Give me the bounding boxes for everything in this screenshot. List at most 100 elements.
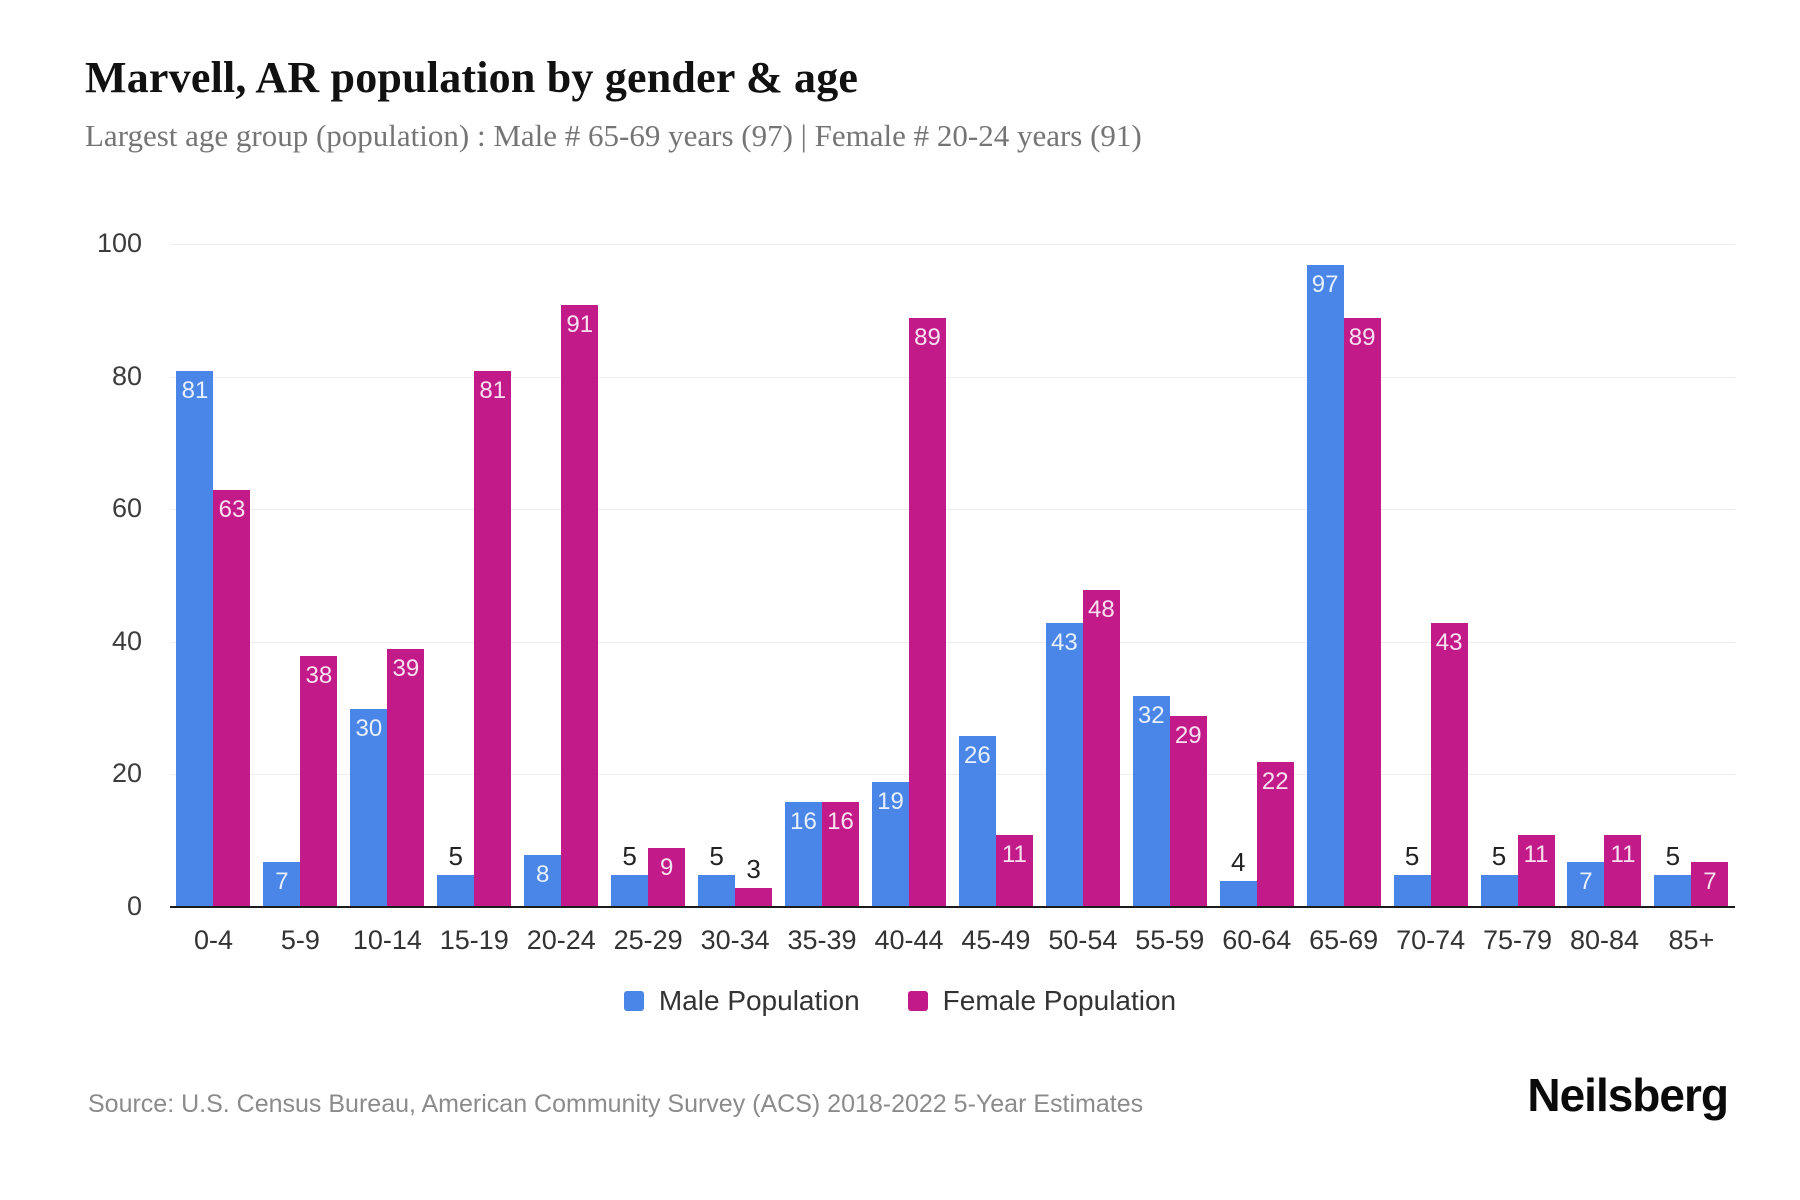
bar-group: 81 63 0-4 [170, 245, 257, 955]
bar-group: 5 11 75-79 [1474, 245, 1561, 955]
gridline: 100 [97, 228, 1735, 258]
bar-group: 30 39 10-14 [344, 245, 431, 955]
gridline: 40 [112, 626, 1735, 656]
male-bar[interactable]: 16 [785, 801, 823, 908]
x-tick-label: 5-9 [280, 925, 320, 955]
x-tick-label: 80-84 [1569, 925, 1639, 955]
source-text: Source: U.S. Census Bureau, American Com… [88, 1090, 1144, 1118]
gridline: 80 [112, 361, 1735, 391]
bar-value-label: 91 [566, 310, 594, 338]
female-bar[interactable]: 39 [387, 649, 425, 908]
female-bar[interactable]: 48 [1082, 589, 1120, 908]
bar-value-label: 9 [659, 854, 674, 882]
bar-group: 5 81 15-19 [431, 245, 518, 955]
plot-area: 0 20 40 60 80 100 81 63 0-4 7 38 5-9 30 39 10-14 5 81 15-… [97, 228, 1735, 955]
female-bar[interactable]: 16 [822, 801, 860, 908]
bar-group: 7 11 80-84 [1561, 245, 1648, 955]
male-bar[interactable]: 8 [524, 854, 562, 908]
female-bar[interactable]: 3 [735, 854, 773, 908]
male-bar[interactable]: 81 [176, 370, 214, 908]
female-bar[interactable]: 7 [1691, 861, 1729, 908]
male-bar[interactable]: 43 [1045, 622, 1083, 908]
bar-group: 5 9 25-29 [605, 245, 692, 955]
bar-value-label: 63 [218, 496, 246, 524]
male-bar[interactable]: 19 [871, 782, 909, 908]
x-tick-label: 70-74 [1396, 925, 1466, 955]
bar-value-label: 81 [479, 376, 507, 404]
x-tick-label: 25-29 [613, 925, 683, 955]
bar-value-label: 5 [1404, 840, 1420, 871]
brand-logo: Neilsberg [1527, 1069, 1729, 1121]
legend-item-male[interactable]: Male Population [623, 985, 860, 1017]
y-tick-label: 20 [111, 758, 142, 789]
female-bar[interactable]: 11 [1517, 835, 1555, 908]
bar-value-label: 5 [1665, 840, 1681, 871]
female-bar[interactable]: 91 [561, 304, 599, 908]
male-bar[interactable]: 26 [958, 735, 996, 908]
male-bar[interactable]: 5 [698, 841, 736, 908]
bar-value-label: 19 [877, 788, 904, 816]
bar-group: 4 22 60-64 [1213, 245, 1300, 955]
x-tick-label: 50-54 [1048, 925, 1118, 955]
bar-value-label: 89 [914, 323, 941, 351]
x-tick-label: 60-64 [1222, 925, 1292, 955]
bar-value-label: 22 [1261, 768, 1289, 796]
female-bar[interactable]: 43 [1430, 622, 1468, 908]
bar-group: 97 89 65-69 [1300, 245, 1387, 955]
female-bar[interactable]: 63 [213, 490, 251, 908]
legend: Male Population Female Population [0, 985, 1800, 1017]
bar-value-label: 7 [1703, 867, 1717, 895]
legend-swatch-male-icon [623, 991, 644, 1011]
female-bar[interactable]: 81 [474, 370, 512, 908]
bar-value-label: 43 [1050, 628, 1078, 656]
male-bar[interactable]: 30 [350, 709, 388, 908]
bar-value-label: 81 [181, 376, 209, 404]
male-bar[interactable]: 7 [263, 861, 301, 908]
male-bar[interactable]: 7 [1567, 861, 1605, 908]
bar-value-label: 11 [1523, 841, 1549, 869]
female-bar[interactable]: 29 [1169, 715, 1207, 908]
bar-value-label: 7 [275, 867, 289, 895]
male-bar[interactable]: 5 [1654, 841, 1692, 908]
female-bar[interactable]: 11 [1604, 835, 1642, 908]
female-bar[interactable]: 22 [1256, 762, 1294, 908]
x-tick-label: 75-79 [1483, 925, 1553, 955]
y-tick-label: 100 [96, 227, 142, 258]
bar-value-label: 5 [622, 840, 637, 871]
male-bar[interactable]: 5 [611, 841, 649, 908]
male-bar[interactable]: 97 [1306, 264, 1344, 908]
bar-value-label: 29 [1174, 721, 1202, 749]
bar-value-label: 38 [305, 662, 333, 690]
bar-value-label: 5 [709, 840, 724, 871]
y-tick-label: 0 [126, 890, 142, 921]
x-tick-label: 85+ [1668, 925, 1715, 955]
male-bar[interactable]: 5 [1393, 841, 1431, 908]
y-tick-label: 80 [111, 360, 142, 391]
male-bar[interactable]: 4 [1219, 847, 1257, 908]
female-bar[interactable]: 89 [908, 317, 946, 908]
x-tick-label: 30-34 [700, 925, 770, 955]
bar-value-label: 16 [790, 807, 817, 835]
female-bar[interactable]: 89 [1343, 317, 1381, 908]
x-axis-line: 0 [127, 891, 1735, 921]
male-bar[interactable]: 32 [1132, 695, 1170, 908]
bar-group: 5 7 85+ [1648, 245, 1735, 955]
legend-label-male: Male Population [658, 985, 860, 1016]
male-bar[interactable]: 5 [1480, 841, 1518, 908]
legend-item-female[interactable]: Female Population [907, 985, 1176, 1017]
bar-group: 26 11 45-49 [952, 245, 1039, 955]
bar-value-label: 11 [1001, 841, 1027, 869]
bar-value-label: 30 [355, 715, 383, 743]
bar-value-label: 97 [1311, 270, 1339, 298]
bar-group: 7 38 5-9 [257, 245, 344, 955]
x-tick-label: 55-59 [1135, 925, 1205, 955]
female-bar[interactable]: 11 [995, 835, 1033, 908]
bar-value-label: 7 [1579, 867, 1593, 895]
male-bar[interactable]: 5 [437, 841, 475, 908]
female-bar[interactable]: 9 [648, 848, 686, 908]
bar-value-label: 8 [536, 860, 550, 888]
bar-value-label: 16 [827, 807, 854, 835]
female-bar[interactable]: 38 [300, 656, 338, 908]
bar-group: 8 91 20-24 [518, 245, 605, 955]
